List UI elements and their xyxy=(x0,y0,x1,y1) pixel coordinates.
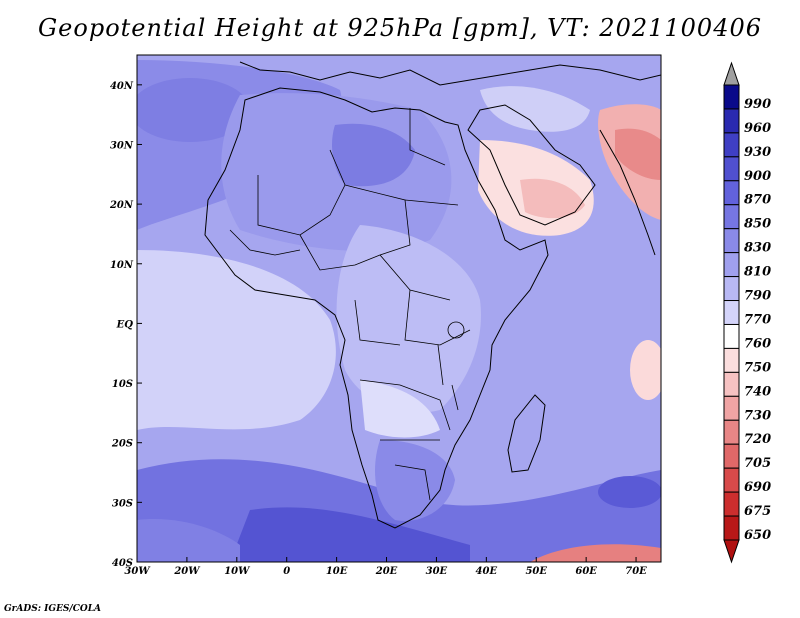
colorbar-level-label: 690 xyxy=(744,480,771,495)
colorbar-level-label: 960 xyxy=(744,121,771,136)
x-tick-label: 20W xyxy=(173,566,201,577)
colorbar-swatch xyxy=(723,515,740,541)
colorbar-swatch xyxy=(723,347,740,373)
x-tick-label: 30E xyxy=(426,566,448,577)
colorbar-level-label: 770 xyxy=(744,312,771,327)
colorbar-level-label: 900 xyxy=(744,169,771,184)
colorbar-level-label: 930 xyxy=(744,145,771,160)
colorbar-level-label: 760 xyxy=(744,336,771,351)
y-tick-label: 20N xyxy=(109,200,134,211)
colorbar-level-label: 870 xyxy=(744,193,771,208)
colorbar-level-label: 850 xyxy=(744,217,771,232)
colorbar-swatch xyxy=(723,300,740,325)
field-sahara xyxy=(221,93,452,251)
colorbar-swatch xyxy=(723,419,740,445)
field-libya xyxy=(332,123,415,187)
colorbar-swatch xyxy=(723,132,740,158)
africa-coastline xyxy=(204,87,549,529)
colorbar: 990 960 930 900 870 850 830 810 790 770 760 750 740 7… xyxy=(723,61,771,564)
field-arabia-pink xyxy=(520,178,585,219)
colorbar-swatch xyxy=(723,252,740,278)
y-tick-label: 10N xyxy=(110,260,134,271)
y-tick-label: EQ xyxy=(116,319,134,330)
map-frame xyxy=(136,54,662,563)
x-tick-label: 30W xyxy=(124,566,151,577)
x-tick-label: 50E xyxy=(525,566,547,577)
y-tick-label: 30N xyxy=(110,140,134,151)
x-tick-label: 10E xyxy=(326,566,348,577)
map-title: Geopotential Height at 925hPa [gpm], VT:… xyxy=(38,14,762,42)
country-borders xyxy=(229,108,471,501)
field-sw xyxy=(137,519,240,562)
field-south-pink xyxy=(530,544,661,562)
colorbar-swatch xyxy=(723,228,740,254)
colorbar-top-arrow xyxy=(723,61,740,86)
colorbar-level-label: 830 xyxy=(744,241,771,256)
field-central xyxy=(336,225,481,413)
colorbar-swatch xyxy=(723,180,740,206)
x-tick-label: 40E xyxy=(476,566,498,577)
colorbar-level-label: 650 xyxy=(744,528,771,543)
india-coastline xyxy=(599,129,656,256)
x-tick-label: 10W xyxy=(224,566,251,577)
colorbar-swatch xyxy=(723,371,740,397)
y-tick-label: 40N xyxy=(110,81,134,92)
colorbar-level-label: 810 xyxy=(744,265,771,280)
y-tick-label: 20S xyxy=(111,439,133,450)
colorbar-swatch xyxy=(723,276,740,302)
madagascar xyxy=(507,394,546,473)
colorbar-level-label: 705 xyxy=(744,456,771,471)
colorbar-level-label: 675 xyxy=(744,504,771,519)
colorbar-swatch xyxy=(723,323,740,349)
colorbar-level-label: 740 xyxy=(744,384,771,399)
lakes xyxy=(437,321,465,411)
footer-credit: GrADS: IGES/COLA xyxy=(4,604,102,614)
colorbar-level-label: 730 xyxy=(744,408,771,423)
colorbar-swatch xyxy=(723,467,740,493)
field-angola-light xyxy=(360,380,440,438)
x-tick-label: 20E xyxy=(375,566,398,577)
colorbar-level-label: 790 xyxy=(744,289,771,304)
colorbar-level-label: 990 xyxy=(744,97,771,112)
europe-coastline xyxy=(239,61,661,86)
x-tick-label: 70E xyxy=(625,566,647,577)
x-axis: 30W 20W 10W 0 10E 20E 30E 40E 50E 60E 70E xyxy=(124,557,647,577)
field-india-deep xyxy=(615,128,661,180)
colorbar-swatch xyxy=(723,108,740,134)
colorbar-swatch xyxy=(723,491,740,517)
colorbar-level-label: 750 xyxy=(744,360,771,375)
x-tick-label: 0 xyxy=(283,566,290,577)
y-axis: 40S 30S 20S 10S EQ 10N 20N 30N 40N xyxy=(109,81,142,569)
colorbar-bottom-arrow xyxy=(723,539,740,564)
colorbar-swatch xyxy=(723,84,740,110)
colorbar-swatch xyxy=(723,204,740,230)
arabia-coastline xyxy=(467,104,596,226)
colorbar-swatch xyxy=(723,395,740,421)
field-mascarene xyxy=(630,340,661,400)
field-south-low xyxy=(230,507,470,562)
field-south-africa xyxy=(375,440,455,521)
field-io-low xyxy=(598,476,661,508)
y-tick-label: 30S xyxy=(112,498,133,509)
colorbar-swatch xyxy=(723,156,740,182)
field-iran xyxy=(480,86,590,132)
colorbar-level-label: 720 xyxy=(744,432,771,447)
map-panel xyxy=(137,55,661,562)
colorbar-swatch xyxy=(723,443,740,469)
y-tick-label: 40S xyxy=(112,558,133,569)
x-tick-label: 60E xyxy=(575,566,597,577)
y-tick-label: 10S xyxy=(112,379,133,390)
